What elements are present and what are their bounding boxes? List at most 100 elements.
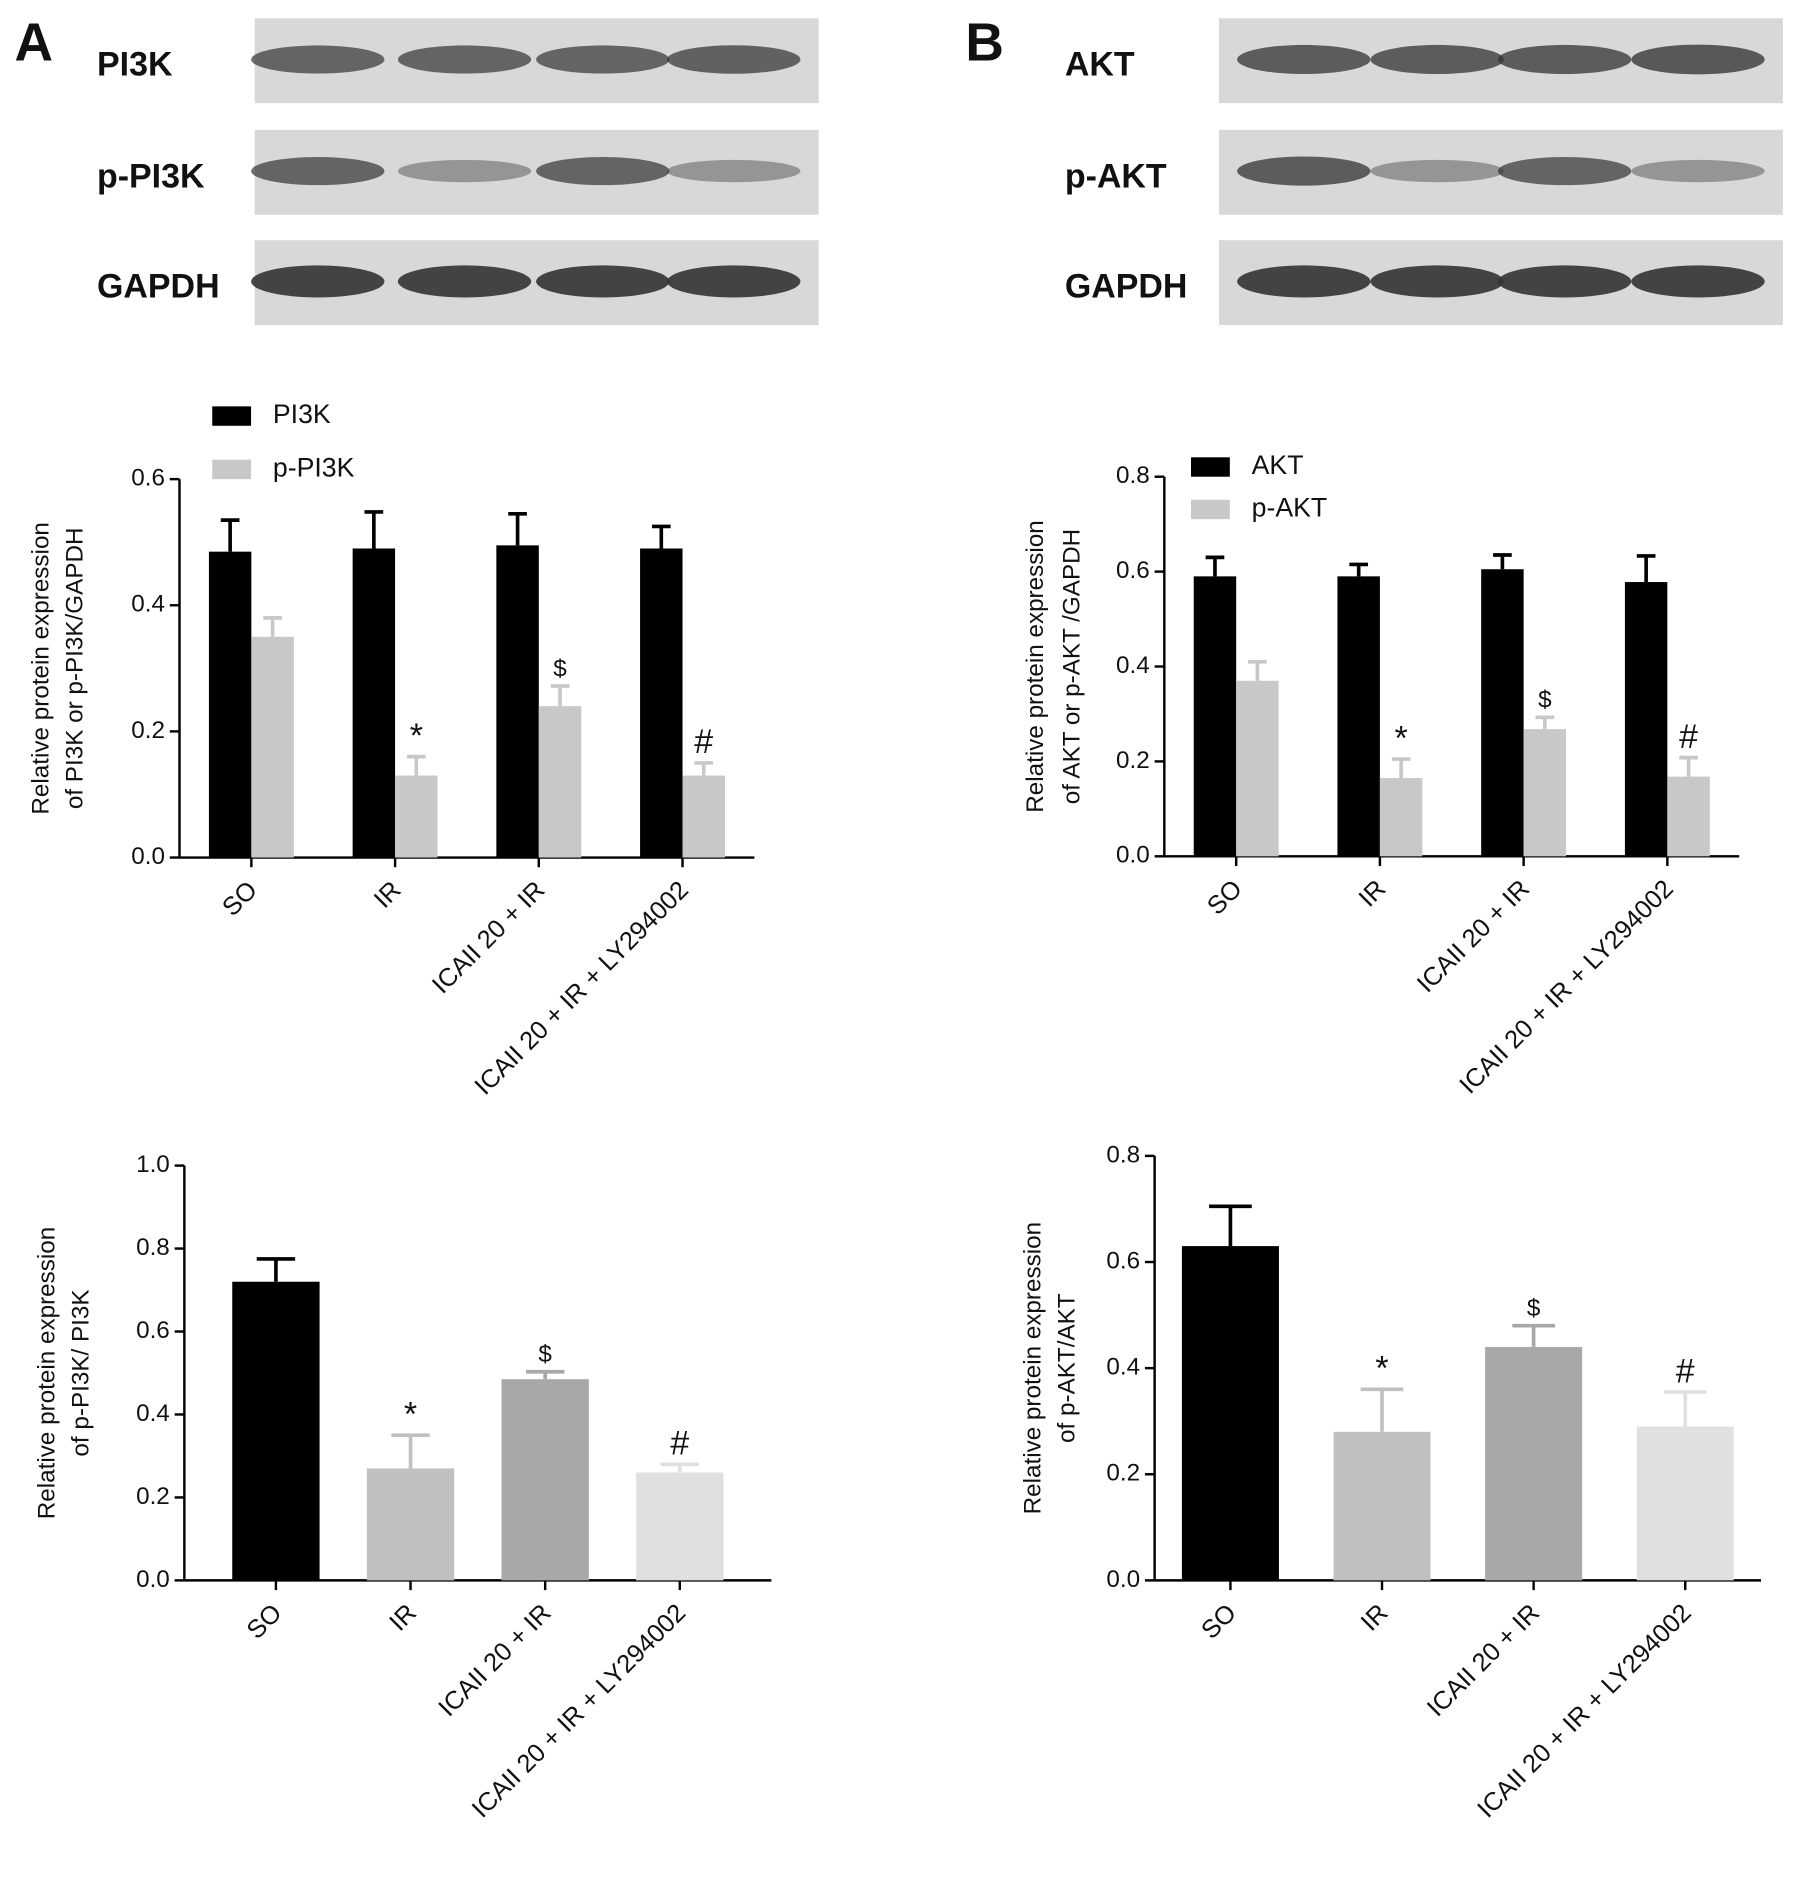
blot-band bbox=[1631, 44, 1765, 75]
y-tick-label: 0.6 bbox=[131, 465, 165, 492]
legend-swatch bbox=[1191, 457, 1230, 477]
bar bbox=[1379, 778, 1423, 857]
significance-marker: * bbox=[410, 717, 423, 755]
y-tick-label: 0.0 bbox=[131, 843, 165, 870]
significance-marker: * bbox=[1375, 1350, 1388, 1388]
y-tick-label: 0.6 bbox=[136, 1317, 170, 1344]
error-bar bbox=[1493, 553, 1512, 570]
y-tick-label: 0.8 bbox=[1106, 1141, 1140, 1168]
error-bar bbox=[1391, 757, 1411, 779]
significance-marker: $ bbox=[553, 655, 567, 682]
blot-band bbox=[667, 45, 801, 74]
legend-label: p-PI3K bbox=[273, 452, 355, 482]
bar bbox=[1636, 1426, 1734, 1581]
error-bar bbox=[651, 524, 671, 549]
x-tick-label: IR bbox=[1354, 875, 1392, 913]
x-tick-label: IR bbox=[369, 876, 407, 914]
bar bbox=[682, 775, 725, 858]
significance-marker: $ bbox=[1538, 687, 1552, 714]
y-tick-label: 0.2 bbox=[1116, 747, 1150, 774]
y-tick-label: 0.4 bbox=[1116, 652, 1150, 679]
blot-band bbox=[251, 265, 385, 298]
significance-marker: * bbox=[404, 1396, 417, 1434]
y-axis-label: Relative protein expression bbox=[28, 522, 55, 815]
significance-marker: $ bbox=[538, 1341, 552, 1368]
y-tick-label: 1.0 bbox=[136, 1151, 170, 1178]
blot-band bbox=[1631, 159, 1765, 183]
x-tick-label: IR bbox=[384, 1599, 422, 1637]
blot-label: GAPDH bbox=[97, 268, 220, 306]
y-tick-label: 0.2 bbox=[136, 1483, 170, 1510]
x-tick-label: SO bbox=[1196, 1599, 1242, 1645]
bar bbox=[251, 636, 294, 858]
error-bar bbox=[364, 510, 384, 549]
blot-band bbox=[397, 159, 532, 183]
legend-swatch bbox=[212, 406, 252, 426]
y-axis-label: of AKT or p-AKT /GAPDH bbox=[1058, 529, 1085, 804]
y-tick-label: 0.4 bbox=[136, 1400, 170, 1427]
blot-band bbox=[1237, 156, 1371, 186]
error-bar bbox=[1636, 554, 1656, 583]
error-bar bbox=[694, 761, 714, 776]
significance-marker: # bbox=[1679, 718, 1698, 756]
y-axis-label: of PI3K or p-PI3K/GAPDH bbox=[61, 527, 88, 809]
bar bbox=[640, 548, 683, 858]
error-bar bbox=[220, 518, 240, 552]
y-axis-label: of p-AKT/AKT bbox=[1054, 1293, 1081, 1443]
blot-band bbox=[1497, 265, 1632, 298]
legend-label: AKT bbox=[1252, 450, 1304, 480]
blot-band bbox=[397, 45, 532, 74]
error-bar bbox=[525, 1369, 565, 1380]
legend-swatch bbox=[1191, 499, 1230, 520]
legend-label: p-AKT bbox=[1252, 492, 1328, 522]
bar bbox=[1667, 776, 1710, 857]
x-tick-label: ICAII 20 + IR + LY294002 bbox=[467, 1599, 692, 1824]
blot-band bbox=[1497, 157, 1632, 186]
bar bbox=[538, 706, 582, 858]
bar bbox=[1337, 576, 1380, 857]
y-tick-label: 0.4 bbox=[1106, 1354, 1140, 1381]
y-tick-label: 0.8 bbox=[136, 1234, 170, 1261]
bar bbox=[366, 1468, 455, 1581]
legend-label: PI3K bbox=[273, 399, 331, 429]
error-bar bbox=[660, 1462, 700, 1473]
blot-band bbox=[536, 265, 670, 298]
error-bar bbox=[1679, 755, 1698, 777]
bar bbox=[208, 551, 252, 858]
y-axis-label: Relative protein expression bbox=[1022, 520, 1049, 813]
y-axis-label: Relative protein expression bbox=[1020, 1222, 1047, 1515]
bar bbox=[1181, 1246, 1279, 1581]
error-bar bbox=[1663, 1390, 1707, 1427]
error-bar bbox=[1209, 1204, 1252, 1247]
error-bar bbox=[508, 511, 527, 546]
panel-label: A bbox=[15, 14, 54, 73]
blot-band bbox=[251, 157, 385, 186]
error-bar bbox=[1205, 555, 1225, 577]
bar bbox=[1624, 582, 1668, 857]
y-tick-label: 0.0 bbox=[136, 1566, 170, 1593]
y-axis-label: of p-PI3K/ PI3K bbox=[68, 1289, 95, 1456]
blot-label: p-PI3K bbox=[97, 157, 205, 195]
bar bbox=[1236, 680, 1279, 857]
y-tick-label: 0.0 bbox=[1116, 842, 1150, 869]
error-bar bbox=[256, 1257, 296, 1282]
bar bbox=[1193, 576, 1237, 857]
blot-band bbox=[1370, 265, 1504, 298]
y-tick-label: 0.2 bbox=[131, 717, 165, 744]
error-bar bbox=[1512, 1323, 1555, 1347]
bar bbox=[1333, 1431, 1431, 1581]
bar bbox=[501, 1379, 589, 1581]
blot-band bbox=[397, 265, 532, 298]
bar bbox=[1523, 729, 1567, 857]
blot-band bbox=[536, 157, 670, 186]
x-tick-label: ICAII 20 + IR bbox=[427, 876, 550, 999]
bar bbox=[232, 1281, 320, 1581]
error-bar bbox=[1535, 715, 1555, 730]
x-tick-label: SO bbox=[217, 876, 263, 922]
error-bar bbox=[406, 754, 426, 776]
bar bbox=[395, 775, 438, 858]
blot-band bbox=[1370, 44, 1504, 75]
bar bbox=[1481, 569, 1524, 857]
panel-label: B bbox=[965, 14, 1004, 73]
